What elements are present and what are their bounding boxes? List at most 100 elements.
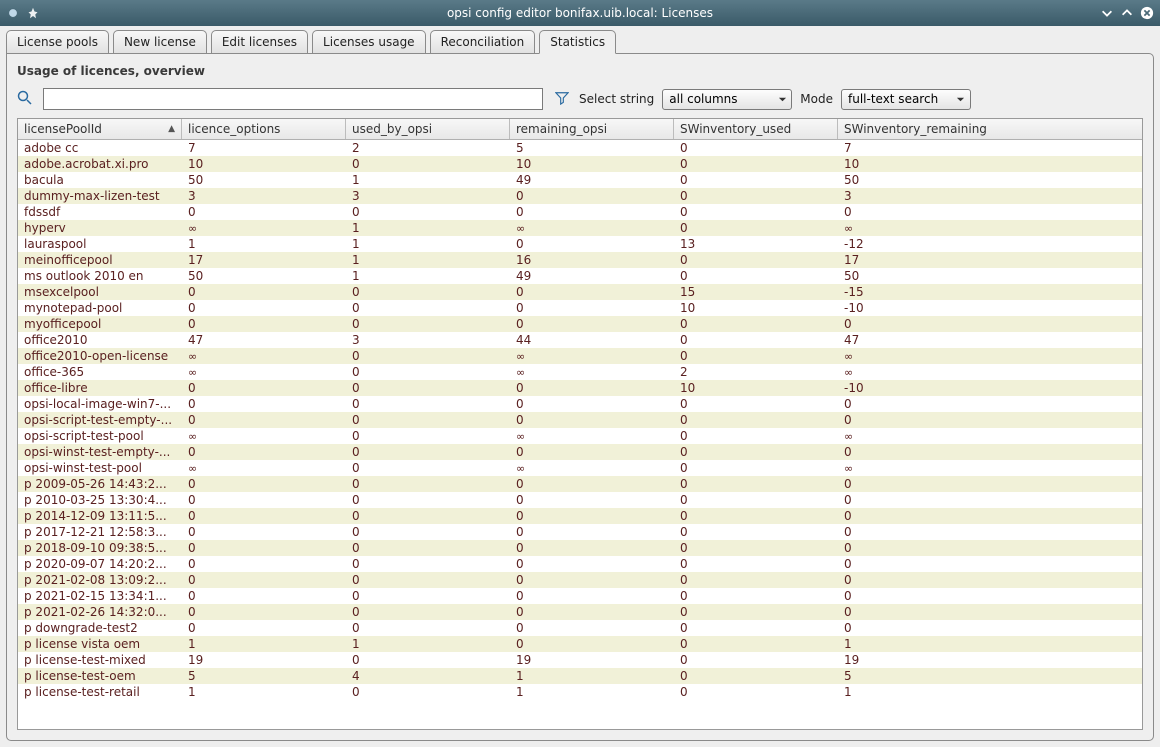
search-input[interactable] <box>43 88 543 110</box>
tab-license-pools[interactable]: License pools <box>6 30 109 53</box>
table-cell: 1 <box>346 221 510 235</box>
table-cell: 0 <box>674 317 838 331</box>
table-row[interactable]: office-libre00010-10 <box>18 380 1142 396</box>
mode-label: Mode <box>800 92 833 106</box>
table-cell: 0 <box>346 589 510 603</box>
tab-edit-licenses[interactable]: Edit licenses <box>211 30 308 53</box>
table-cell: ∞ <box>838 430 1002 443</box>
tabs: License poolsNew licenseEdit licensesLic… <box>6 30 1154 53</box>
table-cell: 0 <box>182 589 346 603</box>
table-row[interactable]: office201047344047 <box>18 332 1142 348</box>
chevron-down-icon <box>777 94 787 104</box>
table-row[interactable]: p 2021-02-15 13:34:1...00000 <box>18 588 1142 604</box>
table-row[interactable]: mynotepad-pool00010-10 <box>18 300 1142 316</box>
table-cell: 0 <box>838 317 1002 331</box>
tab-content-statistics: Usage of licences, overview Select strin… <box>6 53 1154 741</box>
table-row[interactable]: lauraspool11013-12 <box>18 236 1142 252</box>
table-cell: 0 <box>346 557 510 571</box>
tab-statistics[interactable]: Statistics <box>539 30 616 54</box>
table-cell: 0 <box>510 509 674 523</box>
filter-icon[interactable] <box>555 91 571 108</box>
column-header-SWinventory_used[interactable]: SWinventory_used <box>674 119 838 139</box>
table-row[interactable]: p license-test-oem54105 <box>18 668 1142 684</box>
table-row[interactable]: dummy-max-lizen-test33003 <box>18 188 1142 204</box>
window-title: opsi config editor bonifax.uib.local: Li… <box>0 6 1160 20</box>
table-cell: 0 <box>346 365 510 379</box>
tab-reconciliation[interactable]: Reconciliation <box>430 30 536 53</box>
pin-icon[interactable] <box>26 6 40 20</box>
table-row[interactable]: p license-test-mixed19019019 <box>18 652 1142 668</box>
table-cell: 0 <box>510 541 674 555</box>
header-filler <box>1002 119 1142 139</box>
table-cell: 0 <box>838 397 1002 411</box>
table-cell: 0 <box>182 573 346 587</box>
column-header-remaining_opsi[interactable]: remaining_opsi <box>510 119 674 139</box>
license-table: licensePoolId▲licence_optionsused_by_ops… <box>17 118 1143 730</box>
table-row[interactable]: opsi-local-image-win7-...00000 <box>18 396 1142 412</box>
table-cell: 10 <box>674 381 838 395</box>
table-cell: 7 <box>838 141 1002 155</box>
table-row[interactable]: p 2021-02-08 13:09:2...00000 <box>18 572 1142 588</box>
table-cell: -10 <box>838 301 1002 315</box>
table-cell: 1 <box>346 173 510 187</box>
table-cell: 0 <box>838 205 1002 219</box>
table-cell: 0 <box>182 445 346 459</box>
table-cell: 0 <box>346 317 510 331</box>
table-row[interactable]: p 2010-03-25 13:30:4...00000 <box>18 492 1142 508</box>
table-cell: 5 <box>510 141 674 155</box>
table-row[interactable]: p 2020-09-07 14:20:2...00000 <box>18 556 1142 572</box>
table-cell: 0 <box>182 493 346 507</box>
table-row[interactable]: office2010-open-license∞0∞0∞ <box>18 348 1142 364</box>
table-row[interactable]: opsi-winst-test-pool∞0∞0∞ <box>18 460 1142 476</box>
table-row[interactable]: p 2014-12-09 13:11:5...00000 <box>18 508 1142 524</box>
table-cell: myofficepool <box>18 317 182 331</box>
table-row[interactable]: ms outlook 2010 en50149050 <box>18 268 1142 284</box>
table-cell: 0 <box>346 541 510 555</box>
table-cell: 0 <box>346 429 510 443</box>
table-cell: p license-test-retail <box>18 685 182 699</box>
table-row[interactable]: p license vista oem11001 <box>18 636 1142 652</box>
table-row[interactable]: opsi-winst-test-empty-...00000 <box>18 444 1142 460</box>
table-row[interactable]: p 2009-05-26 14:43:2...00000 <box>18 476 1142 492</box>
column-header-licensePoolId[interactable]: licensePoolId▲ <box>18 119 182 139</box>
table-row[interactable]: fdssdf00000 <box>18 204 1142 220</box>
table-row[interactable]: meinofficepool17116017 <box>18 252 1142 268</box>
maximize-icon[interactable] <box>1120 6 1134 20</box>
table-row[interactable]: msexcelpool00015-15 <box>18 284 1142 300</box>
tab-new-license[interactable]: New license <box>113 30 207 53</box>
table-cell: p 2014-12-09 13:11:5... <box>18 509 182 523</box>
table-cell: 0 <box>510 189 674 203</box>
table-row[interactable]: adobe.acrobat.xi.pro10010010 <box>18 156 1142 172</box>
table-cell: 0 <box>346 397 510 411</box>
table-cell: 0 <box>510 397 674 411</box>
minimize-icon[interactable] <box>1100 6 1114 20</box>
tab-licenses-usage[interactable]: Licenses usage <box>312 30 426 53</box>
table-cell: 0 <box>674 157 838 171</box>
table-row[interactable]: myofficepool00000 <box>18 316 1142 332</box>
column-header-used_by_opsi[interactable]: used_by_opsi <box>346 119 510 139</box>
table-cell: 0 <box>346 205 510 219</box>
table-row[interactable]: bacula50149050 <box>18 172 1142 188</box>
table-row[interactable]: p 2018-09-10 09:38:5...00000 <box>18 540 1142 556</box>
mode-dropdown[interactable]: full-text search <box>841 89 971 110</box>
table-row[interactable]: office-365∞0∞2∞ <box>18 364 1142 380</box>
select-string-dropdown[interactable]: all columns <box>662 89 792 110</box>
column-header-licence_options[interactable]: licence_options <box>182 119 346 139</box>
table-row[interactable]: opsi-script-test-empty-...00000 <box>18 412 1142 428</box>
table-cell: 0 <box>838 445 1002 459</box>
table-row[interactable]: p 2021-02-26 14:32:0...00000 <box>18 604 1142 620</box>
table-row[interactable]: hyperv∞1∞0∞ <box>18 220 1142 236</box>
table-cell: 0 <box>182 285 346 299</box>
table-cell: 0 <box>674 397 838 411</box>
table-body[interactable]: adobe cc72507adobe.acrobat.xi.pro1001001… <box>18 140 1142 729</box>
close-icon[interactable] <box>1140 6 1154 20</box>
table-row[interactable]: p license-test-retail10101 <box>18 684 1142 700</box>
table-row[interactable]: opsi-script-test-pool∞0∞0∞ <box>18 428 1142 444</box>
search-icon[interactable] <box>17 90 35 109</box>
table-row[interactable]: adobe cc72507 <box>18 140 1142 156</box>
table-cell: 5 <box>838 669 1002 683</box>
table-row[interactable]: p downgrade-test200000 <box>18 620 1142 636</box>
table-cell: p 2010-03-25 13:30:4... <box>18 493 182 507</box>
table-row[interactable]: p 2017-12-21 12:58:3...00000 <box>18 524 1142 540</box>
column-header-SWinventory_remaining[interactable]: SWinventory_remaining <box>838 119 1002 139</box>
